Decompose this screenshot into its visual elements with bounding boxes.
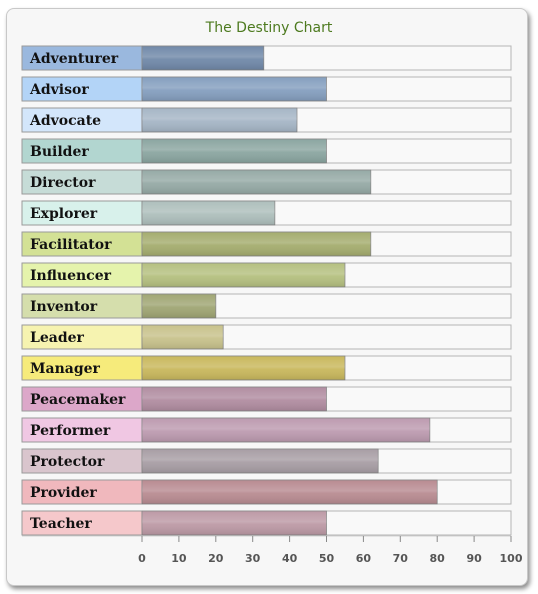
label-cell-advisor — [21, 76, 143, 102]
label-cell-explorer — [21, 200, 143, 226]
bar-shine-facilitator — [142, 232, 371, 256]
bar-shine-advocate — [142, 108, 297, 132]
category-label-manager: Manager — [30, 361, 101, 377]
x-tick-label-90: 90 — [466, 552, 482, 565]
x-tick-label-10: 10 — [171, 552, 187, 565]
x-tick-label-20: 20 — [208, 552, 224, 565]
category-label-provider: Provider — [30, 485, 97, 501]
label-cell-advocate — [21, 107, 143, 133]
bar-shine-manager — [142, 356, 345, 380]
x-tick-label-40: 40 — [282, 552, 298, 565]
category-label-explorer: Explorer — [30, 206, 98, 222]
label-cell-inventor — [21, 293, 143, 319]
label-cell-builder — [21, 138, 143, 164]
category-label-director: Director — [30, 175, 96, 191]
label-cell-influencer — [21, 262, 143, 288]
category-label-advocate: Advocate — [29, 113, 101, 129]
category-label-influencer: Influencer — [30, 268, 112, 284]
bar-shine-director — [142, 170, 371, 194]
bar-shine-advisor — [142, 77, 327, 101]
bar-shine-influencer — [142, 263, 345, 287]
label-cell-teacher — [21, 510, 143, 536]
label-cell-performer — [21, 417, 143, 443]
category-label-leader: Leader — [30, 330, 85, 346]
category-label-teacher: Teacher — [30, 516, 92, 532]
x-tick-label-50: 50 — [319, 552, 335, 565]
x-tick-label-30: 30 — [245, 552, 261, 565]
label-cell-peacemaker — [21, 386, 143, 412]
bar-shine-teacher — [142, 511, 327, 535]
bar-shine-leader — [142, 325, 224, 349]
bar-shine-protector — [142, 449, 379, 473]
bar-shine-builder — [142, 139, 327, 163]
label-cell-manager — [21, 355, 143, 381]
x-tick-label-60: 60 — [356, 552, 372, 565]
category-label-advisor: Advisor — [29, 82, 89, 98]
bar-shine-explorer — [142, 201, 275, 225]
category-label-peacemaker: Peacemaker — [30, 392, 126, 408]
x-tick-label-100: 100 — [500, 552, 523, 565]
label-cell-director — [21, 169, 143, 195]
bar-shine-peacemaker — [142, 387, 327, 411]
x-tick-label-80: 80 — [430, 552, 446, 565]
chart-title: The Destiny Chart — [205, 20, 333, 36]
x-tick-label-0: 0 — [138, 552, 146, 565]
label-cell-leader — [21, 324, 143, 350]
bar-shine-adventurer — [142, 46, 264, 70]
category-label-builder: Builder — [30, 144, 89, 160]
category-label-performer: Performer — [30, 423, 111, 439]
category-label-inventor: Inventor — [30, 299, 98, 315]
bar-shine-inventor — [142, 294, 216, 318]
category-label-protector: Protector — [30, 454, 105, 470]
category-label-adventurer: Adventurer — [29, 51, 119, 67]
category-label-facilitator: Facilitator — [30, 237, 112, 253]
x-tick-label-70: 70 — [393, 552, 409, 565]
bar-shine-performer — [142, 418, 430, 442]
bar-shine-provider — [142, 480, 438, 504]
label-cell-protector — [21, 448, 143, 474]
